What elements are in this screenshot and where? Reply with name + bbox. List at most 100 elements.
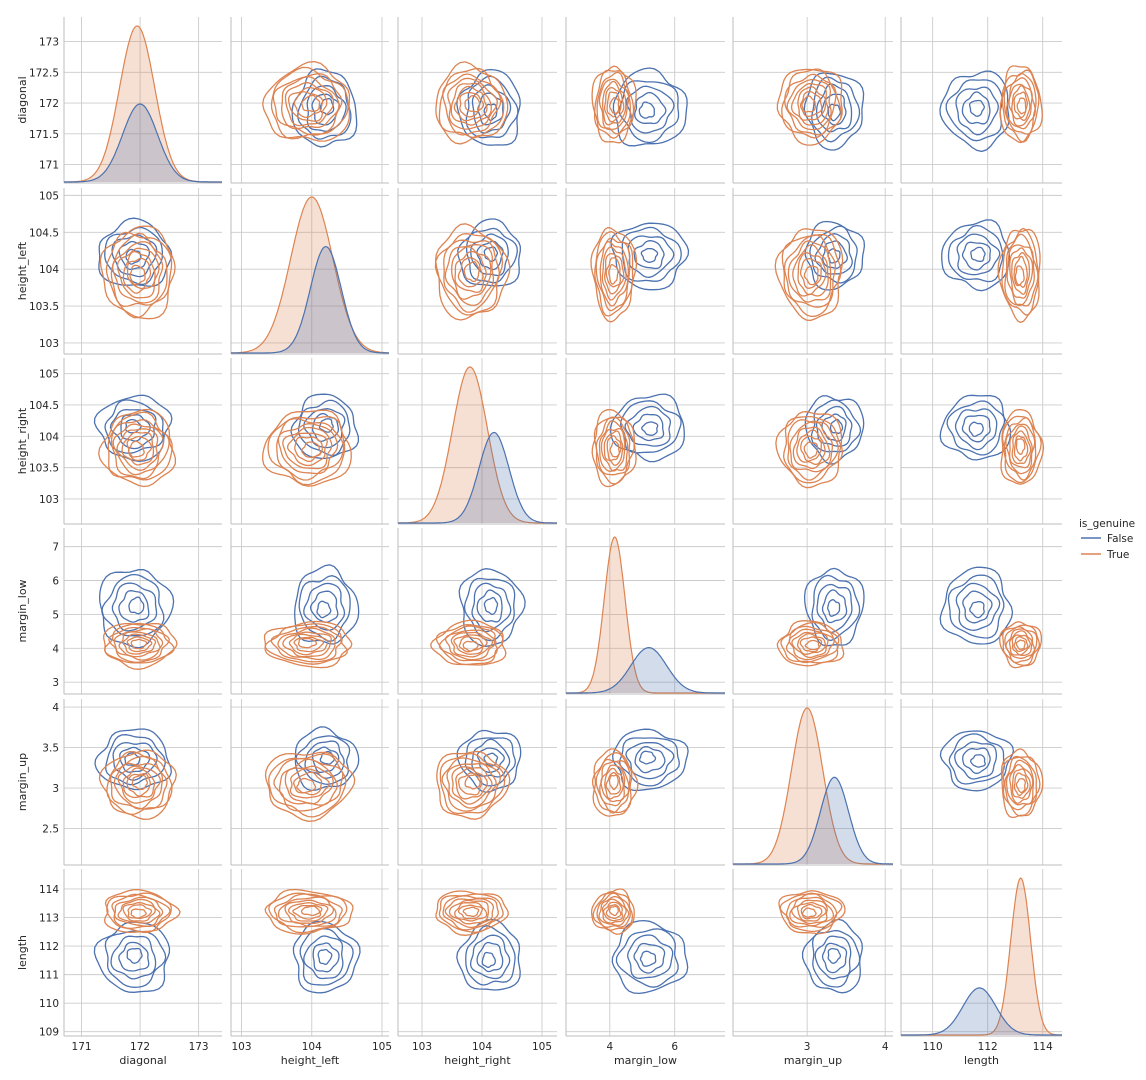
contour-false-margin_low-margin_up bbox=[619, 737, 680, 787]
kde-line-false-diagonal bbox=[64, 103, 222, 183]
contour-true-diagonal-height_right bbox=[121, 431, 155, 466]
contour-true-margin_low-height_right bbox=[598, 420, 629, 473]
contour-true-height_left-diagonal bbox=[293, 91, 324, 119]
y-axis-label-height_left: height_left bbox=[16, 241, 29, 300]
contour-true-height_left-length bbox=[273, 893, 343, 928]
contour-true-height_left-margin_low bbox=[277, 627, 336, 661]
x-tick-label-height_left: 105 bbox=[372, 1041, 392, 1053]
contour-false-length-height_right bbox=[939, 394, 1012, 461]
y-tick-label-margin_up: 4 bbox=[52, 702, 59, 714]
contour-false-margin_up-length bbox=[814, 935, 852, 980]
contour-true-length-margin_up bbox=[1015, 778, 1026, 794]
contour-true-length-margin_low bbox=[1011, 634, 1031, 656]
contour-true-margin_low-height_left bbox=[605, 257, 621, 288]
contour-true-height_left-diagonal bbox=[281, 75, 340, 130]
contour-true-margin_low-length bbox=[608, 905, 619, 917]
contour-true-height_left-margin_low bbox=[282, 631, 332, 658]
contour-false-diagonal-margin_low bbox=[118, 590, 150, 623]
contour-true-margin_up-margin_low bbox=[791, 631, 829, 659]
contour-true-margin_up-height_right bbox=[782, 415, 844, 484]
contour-true-height_left-length bbox=[284, 899, 335, 925]
contour-true-length-margin_up bbox=[1013, 772, 1029, 797]
contour-true-height_left-height_right bbox=[276, 417, 345, 481]
contour-true-margin_low-length bbox=[601, 898, 627, 924]
contour-false-length-margin_up bbox=[962, 747, 991, 775]
contour-false-margin_low-margin_up bbox=[634, 745, 666, 774]
contour-false-height_left-height_right bbox=[290, 393, 360, 460]
contour-false-margin_low-diagonal bbox=[638, 101, 655, 119]
y-tick-label-diagonal: 172.5 bbox=[29, 67, 59, 79]
legend-entry-false: False bbox=[1107, 533, 1133, 545]
contour-true-length-height_left bbox=[1013, 255, 1028, 288]
contour-true-diagonal-height_left bbox=[116, 247, 160, 299]
contour-true-length-diagonal bbox=[1008, 83, 1033, 127]
contour-true-diagonal-margin_low bbox=[108, 626, 170, 663]
contour-false-height_right-length bbox=[456, 918, 521, 991]
contour-false-diagonal-height_left bbox=[118, 240, 151, 271]
contour-true-length-height_left bbox=[1004, 233, 1039, 307]
contour-true-margin_up-diagonal bbox=[776, 68, 843, 146]
contour-true-margin_up-height_left bbox=[799, 258, 822, 289]
contour-true-height_right-height_left bbox=[457, 257, 484, 288]
contour-false-margin_up-margin_low bbox=[821, 589, 848, 624]
grid-layer bbox=[63, 17, 1062, 1037]
contour-true-margin_low-height_right bbox=[591, 409, 637, 488]
y-tick-label-height_left: 103 bbox=[39, 338, 59, 350]
contour-true-height_left-diagonal bbox=[270, 66, 349, 140]
contour-true-length-height_right bbox=[1015, 438, 1026, 455]
contour-false-height_right-length bbox=[481, 951, 496, 968]
contour-true-length-margin_up bbox=[1011, 768, 1031, 799]
contour-true-height_left-diagonal bbox=[272, 73, 343, 136]
contour-true-margin_low-margin_up bbox=[599, 760, 630, 807]
y-tick-label-height_left: 104 bbox=[39, 264, 59, 276]
contour-true-height_left-margin_up bbox=[284, 765, 334, 805]
contour-true-margin_up-diagonal bbox=[797, 86, 827, 121]
contour-false-height_right-margin_low bbox=[463, 577, 516, 642]
contour-false-margin_low-diagonal bbox=[625, 85, 675, 134]
contour-false-margin_up-margin_low bbox=[827, 599, 841, 617]
legend: is_genuine False True bbox=[1079, 518, 1135, 561]
contour-false-margin_low-height_right bbox=[641, 421, 659, 436]
contour-true-margin_up-height_left bbox=[787, 240, 832, 303]
contour-false-length-diagonal bbox=[939, 70, 1010, 153]
contour-true-margin_low-height_left bbox=[601, 246, 627, 301]
contour-true-length-margin_up bbox=[1000, 748, 1044, 819]
x-tick-label-height_right: 103 bbox=[412, 1041, 432, 1053]
contour-true-height_right-margin_up bbox=[441, 757, 502, 812]
contour-true-margin_up-height_right bbox=[787, 419, 839, 481]
contour-false-diagonal-height_right bbox=[104, 399, 164, 454]
y-tick-label-height_right: 104 bbox=[39, 431, 59, 443]
contour-true-margin_up-height_left bbox=[792, 244, 829, 297]
contour-true-margin_low-diagonal bbox=[596, 71, 631, 135]
contour-true-height_left-diagonal bbox=[287, 86, 328, 122]
contour-true-height_right-margin_low bbox=[435, 624, 504, 666]
contour-true-length-height_right bbox=[1013, 435, 1029, 462]
contour-true-margin_up-height_left bbox=[781, 233, 842, 318]
contour-true-margin_low-height_right bbox=[609, 440, 620, 458]
contour-true-margin_up-diagonal bbox=[799, 90, 823, 118]
contour-true-margin_low-margin_up bbox=[608, 774, 619, 791]
contour-false-height_right-diagonal bbox=[465, 75, 519, 139]
contour-false-margin_low-margin_up bbox=[638, 750, 657, 765]
contour-true-margin_up-length bbox=[789, 896, 835, 927]
contour-false-length-diagonal bbox=[955, 86, 999, 136]
x-tick-label-height_right: 105 bbox=[532, 1041, 552, 1053]
y-tick-label-length: 110 bbox=[39, 998, 59, 1010]
contour-true-height_right-length bbox=[435, 890, 509, 936]
contour-false-margin_low-length bbox=[615, 928, 679, 988]
kde-fill-false-height_left bbox=[231, 246, 389, 353]
contour-false-margin_up-diagonal bbox=[803, 72, 865, 151]
y-tick-label-diagonal: 173 bbox=[39, 37, 59, 49]
contour-true-height_left-diagonal bbox=[262, 60, 351, 142]
contour-false-margin_up-diagonal bbox=[811, 76, 861, 143]
x-tick-label-diagonal: 172 bbox=[130, 1041, 150, 1053]
contour-false-margin_up-height_left bbox=[804, 220, 866, 291]
contour-true-margin_up-height_left bbox=[797, 252, 827, 296]
contour-false-height_left-margin_up bbox=[319, 750, 335, 765]
contour-true-diagonal-height_left bbox=[122, 250, 156, 294]
contour-true-length-height_right bbox=[1005, 423, 1036, 475]
x-tick-label-margin_up: 4 bbox=[882, 1041, 889, 1053]
contour-false-height_right-height_left bbox=[476, 240, 504, 271]
y-tick-label-margin_up: 2.5 bbox=[42, 824, 59, 836]
